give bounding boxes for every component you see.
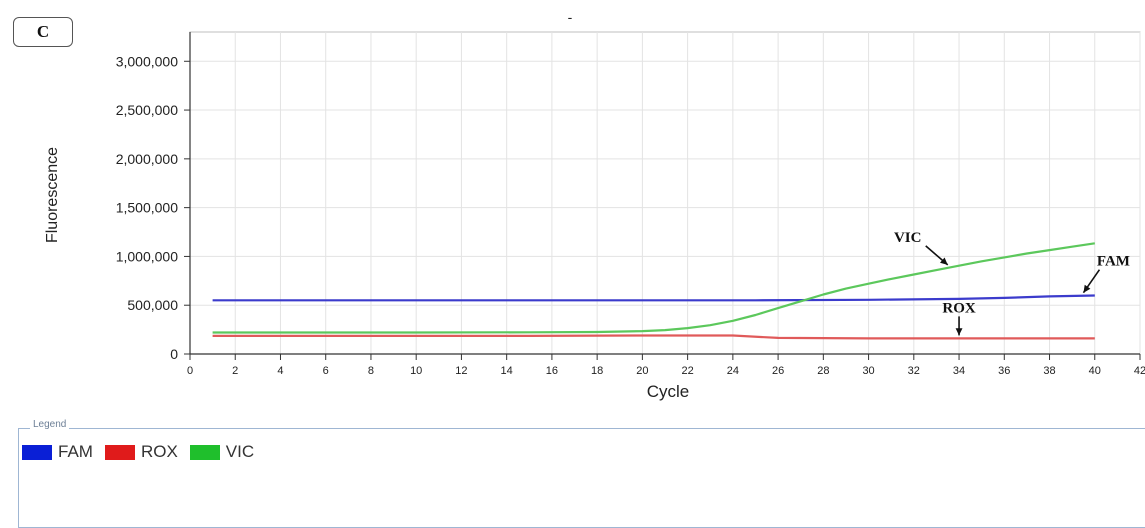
annotation-vic: VIC [894,230,922,246]
x-tick-label: 24 [727,365,739,377]
y-tick-label: 1,500,000 [116,200,178,216]
legend-label-fam: FAM [58,442,93,461]
x-axis-label: Cycle [647,382,690,401]
y-tick-label: 3,000,000 [116,53,178,69]
x-tick-label: 12 [455,365,467,377]
x-tick-label: 18 [591,365,603,377]
y-tick-label: 1,000,000 [116,248,178,264]
annotation-arrowhead-fam [1083,284,1091,293]
legend-swatch-vic [189,444,220,460]
legend-title: Legend [30,419,70,430]
x-axis-ticks: 0 2 4 6 8 10 12 14 16 18 20 22 24 26 28 30 32 34 36 38 40 42 [187,354,1145,377]
annotation-rox: ROX [942,300,976,316]
x-tick-label: 34 [953,365,965,377]
x-tick-label: 2 [232,365,238,377]
y-tick-label: 0 [170,346,178,362]
x-tick-label: 36 [998,365,1010,377]
x-tick-label: 30 [862,365,874,377]
series-lines [212,242,1095,340]
x-tick-label: 28 [817,365,829,377]
legend: FAM ROX VIC [22,442,266,462]
legend-label-rox: ROX [140,442,178,461]
legend-label-vic: VIC [225,442,255,461]
series-line-fam [212,294,1095,302]
x-tick-label: 10 [410,365,422,377]
y-tick-label: 2,500,000 [116,102,178,118]
x-tick-label: 20 [636,365,648,377]
y-tick-label: 500,000 [127,297,178,313]
x-tick-label: 14 [501,365,513,377]
y-axis-ticks: 0 500,000 1,000,000 1,500,000 2,000,000 2,500… [116,53,190,362]
x-tick-label: 4 [277,365,283,377]
amplification-chart: - 0 500,000 1,000,000 1,500,000 2,000,000 2,5… [44,9,1145,401]
legend-item-fam: FAM [22,442,93,462]
legend-swatch-rox [104,444,135,460]
annotation-arrowhead-vic [940,257,948,265]
panel-label: C [13,17,73,47]
x-tick-label: 6 [323,365,329,377]
series-annotations: VIC FAM ROX [894,230,1130,336]
y-tick-label: 2,000,000 [116,151,178,167]
x-tick-label: 42 [1134,365,1145,377]
series-line-rox [212,334,1095,340]
x-tick-label: 22 [681,365,693,377]
x-tick-label: 40 [1089,365,1101,377]
x-tick-label: 8 [368,365,374,377]
x-tick-label: 0 [187,365,193,377]
legend-item-vic: VIC [189,442,255,462]
x-tick-label: 32 [908,365,920,377]
x-tick-label: 38 [1043,365,1055,377]
series-line-vic [212,242,1095,334]
x-tick-label: 16 [546,365,558,377]
legend-swatch-fam [22,444,52,460]
annotation-fam: FAM [1097,254,1130,270]
legend-item-rox: ROX [104,442,178,462]
y-axis-label: Fluorescence [44,147,61,243]
chart-title: - [568,9,573,25]
annotation-arrowhead-rox [955,328,963,336]
x-tick-label: 26 [772,365,784,377]
